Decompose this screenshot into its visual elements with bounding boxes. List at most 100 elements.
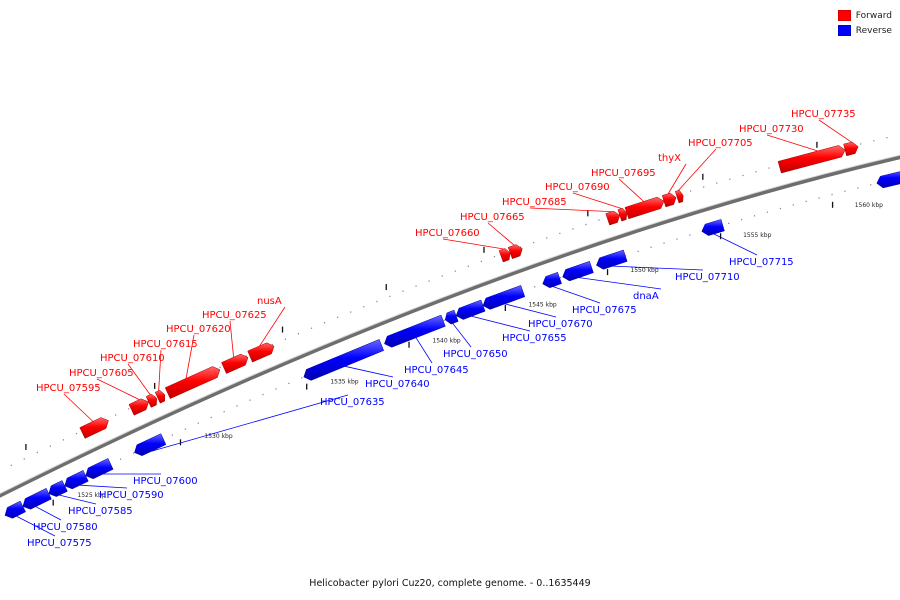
legend-reverse-label: Reverse — [855, 25, 892, 36]
scale-dot — [689, 234, 691, 236]
gene-arrow-dnaa[interactable] — [562, 260, 594, 282]
gene-arrow-hpcu-07660[interactable] — [498, 248, 511, 263]
gene-arrow-hpcu-07595[interactable] — [79, 417, 109, 439]
gene-arrow-hpcu-07635[interactable] — [134, 433, 167, 456]
tick-label: 1525 kbp — [77, 492, 105, 499]
gene-label-hpcu-07610[interactable]: HPCU_07610 — [100, 353, 165, 364]
leader-hpcu-07590 — [79, 484, 128, 489]
gene-label-thyx[interactable]: thyX — [658, 153, 681, 164]
gene-label-hpcu-07710[interactable]: HPCU_07710 — [675, 272, 740, 283]
gene-arrow-hpcu-07670[interactable] — [482, 285, 526, 310]
gene-arrow-hpcu-07730[interactable] — [777, 145, 846, 174]
gene-arrow-hpcu-07620[interactable] — [164, 366, 221, 399]
gene-arrow-hpcu-07600[interactable] — [85, 458, 114, 480]
gene-label-dnaa[interactable]: dnaA — [633, 291, 659, 302]
tick-label: 1550 kbp — [630, 267, 658, 274]
gene-label-hpcu-07655[interactable]: HPCU_07655 — [502, 333, 567, 344]
gene-arrow-hpcu-07685[interactable] — [605, 210, 621, 226]
scale-dot — [805, 200, 807, 203]
gene-arrow-hpcu-07650[interactable] — [444, 309, 459, 325]
gene-arrow-thyx[interactable] — [661, 192, 677, 208]
scale-dot — [860, 143, 862, 145]
scale-dot — [443, 319, 445, 321]
scale-dot — [271, 344, 273, 346]
leader-hpcu-07615 — [158, 349, 162, 391]
gene-arrow-hpcu-07645[interactable] — [384, 314, 446, 348]
gene-arrow-hpcu-07610[interactable] — [145, 393, 157, 408]
scale-dot — [650, 246, 652, 248]
scale-dot — [197, 422, 199, 424]
gene-arrow-hpcu-07705[interactable] — [674, 189, 684, 204]
gene-label-hpcu-07730[interactable]: HPCU_07730 — [739, 124, 804, 135]
scale-dot — [310, 327, 313, 329]
scale-dot — [454, 270, 456, 272]
gene-label-hpcu-07650[interactable]: HPCU_07650 — [443, 349, 508, 360]
scale-dot — [716, 182, 718, 184]
forward-swatch — [837, 10, 851, 21]
gene-label-hpcu-07625[interactable]: HPCU_07625 — [202, 310, 267, 321]
gene-label-hpcu-07705[interactable]: HPCU_07705 — [688, 138, 753, 149]
scale-dot — [792, 204, 794, 206]
gene-label-hpcu-07675[interactable]: HPCU_07675 — [572, 305, 637, 316]
gene-arrow-hpcu-07615[interactable] — [154, 389, 165, 404]
gene-arrow-hpcu-07690[interactable] — [617, 207, 628, 222]
gene-arrow-hpcu-07640[interactable] — [303, 339, 385, 381]
scale-dot — [703, 186, 705, 188]
scale-dot — [350, 311, 352, 313]
gene-label-hpcu-07660[interactable]: HPCU_07660 — [415, 228, 480, 239]
tick-label: 1535 kbp — [330, 378, 358, 385]
gene-label-hpcu-07590[interactable]: HPCU_07590 — [99, 490, 164, 501]
leader-hpcu-07675 — [553, 286, 601, 304]
scale-dot — [637, 250, 639, 253]
gene-label-nusa[interactable]: nusA — [257, 296, 282, 307]
scale-dot — [323, 322, 326, 324]
tick-label: 1560 kbp — [855, 202, 883, 209]
gene-label-hpcu-07575[interactable]: HPCU_07575 — [27, 538, 92, 549]
gene-arrow-edge[interactable] — [876, 170, 900, 189]
gene-arrow-hpcu-07665[interactable] — [507, 244, 523, 260]
gene-label-hpcu-07695[interactable]: HPCU_07695 — [591, 168, 656, 179]
gene-label-hpcu-07620[interactable]: HPCU_07620 — [166, 324, 231, 335]
gene-label-hpcu-07735[interactable]: HPCU_07735 — [791, 109, 856, 120]
gene-label-hpcu-07605[interactable]: HPCU_07605 — [69, 368, 134, 379]
scale-dot — [236, 405, 238, 407]
gene-label-hpcu-07595[interactable]: HPCU_07595 — [36, 383, 101, 394]
tick-label: 1555 kbp — [743, 232, 771, 239]
scale-dot — [10, 464, 12, 466]
leader-hpcu-07640 — [344, 365, 394, 378]
legend: Forward Reverse — [837, 8, 892, 38]
gene-label-hpcu-07715[interactable]: HPCU_07715 — [729, 257, 794, 268]
scale-dot — [663, 242, 665, 244]
gene-label-hpcu-07685[interactable]: HPCU_07685 — [502, 197, 567, 208]
gene-arrow-hpcu-07580[interactable] — [22, 487, 52, 510]
scale-dot — [297, 333, 300, 335]
gene-label-hpcu-07600[interactable]: HPCU_07600 — [133, 476, 198, 487]
gene-label-hpcu-07580[interactable]: HPCU_07580 — [33, 522, 98, 533]
gene-arrow-hpcu-07710[interactable] — [596, 249, 628, 270]
gene-arrow-hpcu-07675[interactable] — [542, 271, 562, 289]
gene-arrow-nusa[interactable] — [247, 342, 275, 363]
gene-arrow-hpcu-07590[interactable] — [64, 470, 89, 490]
gene-label-hpcu-07640[interactable]: HPCU_07640 — [365, 379, 430, 390]
gene-label-hpcu-07635[interactable]: HPCU_07635 — [320, 397, 385, 408]
gene-arrow-hpcu-07735[interactable] — [843, 141, 859, 157]
gene-arrow-hpcu-07605[interactable] — [128, 398, 149, 416]
gene-arrow-hpcu-07585[interactable] — [48, 480, 68, 497]
gene-arrow-hpcu-07625[interactable] — [221, 353, 249, 374]
scale-dot — [262, 393, 264, 396]
scale-dot — [598, 219, 600, 221]
gene-arrow-hpcu-07715[interactable] — [701, 219, 725, 236]
gene-arrow-hpcu-07695[interactable] — [624, 196, 665, 220]
gene-label-hpcu-07615[interactable]: HPCU_07615 — [133, 339, 198, 350]
gene-label-hpcu-07665[interactable]: HPCU_07665 — [460, 212, 525, 223]
gene-label-hpcu-07645[interactable]: HPCU_07645 — [404, 365, 469, 376]
gene-arrow-hpcu-07575[interactable] — [4, 500, 26, 519]
gene-label-hpcu-07690[interactable]: HPCU_07690 — [545, 182, 610, 193]
scale-dot — [689, 190, 692, 192]
gene-label-hpcu-07585[interactable]: HPCU_07585 — [68, 506, 133, 517]
scale-dot — [119, 458, 122, 460]
gene-label-hpcu-07670[interactable]: HPCU_07670 — [528, 319, 593, 330]
gene-arrow-hpcu-07655[interactable] — [455, 299, 486, 320]
leader-hpcu-07575 — [16, 515, 56, 537]
